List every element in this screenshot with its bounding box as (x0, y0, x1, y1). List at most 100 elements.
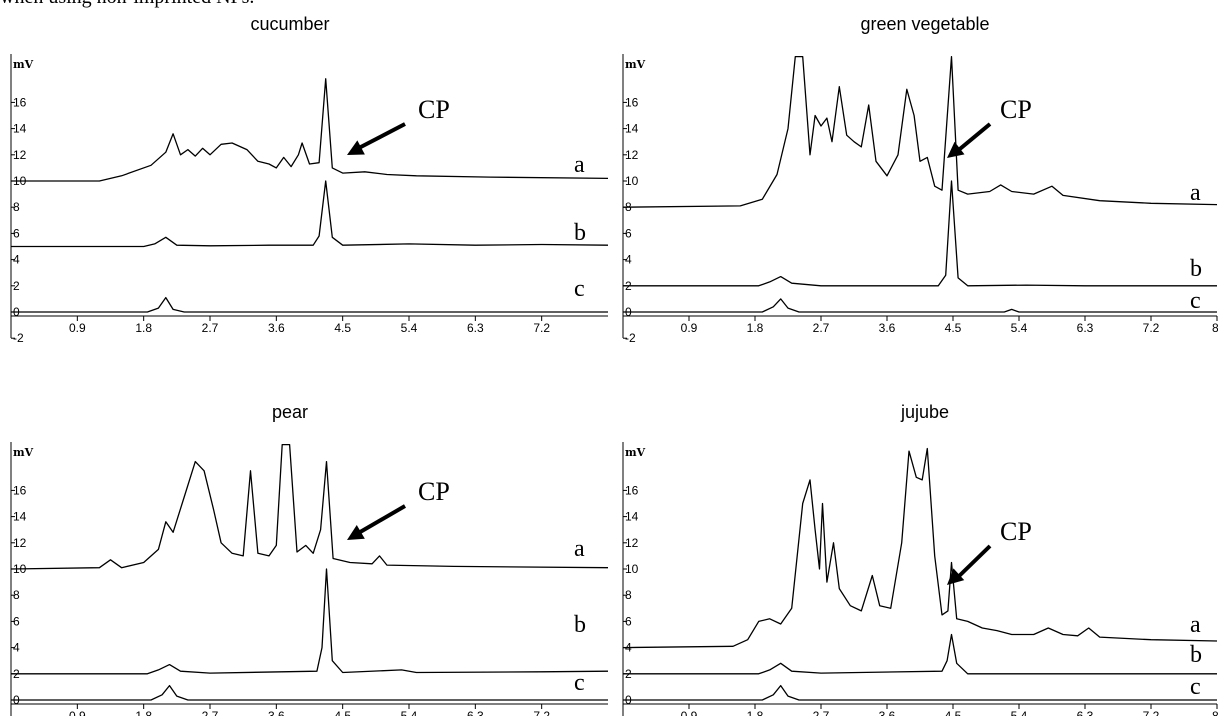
x-tick-label: 3.6 (268, 321, 285, 335)
y-tick-label: 16 (625, 95, 639, 109)
panel-jujube: jujubemV-202468101214160.91.82.73.64.55.… (622, 402, 1218, 716)
cp-arrow-head (947, 568, 965, 585)
chart-title: pear (272, 402, 308, 422)
trace-label-a: a (1190, 612, 1201, 638)
x-tick-label: 1.8 (747, 709, 764, 716)
cp-arrow-shaft (953, 544, 992, 582)
y-tick-label: 12 (13, 148, 27, 162)
trace-a (622, 55, 1218, 208)
x-tick-label: 4.5 (945, 321, 962, 335)
y-tick-label: 8 (13, 588, 20, 602)
figure-caption: when using non-imprinted NPs. (0, 0, 254, 9)
trace-c (11, 684, 608, 701)
y-tick-label: 6 (13, 614, 20, 628)
trace-label-c: c (1190, 674, 1201, 700)
cp-label: CP (1000, 517, 1032, 546)
x-tick-label: 7.2 (533, 321, 550, 335)
y-tick-label: 4 (625, 253, 632, 267)
y-tick-label: 12 (625, 148, 639, 162)
y-tick-label: 2 (13, 279, 20, 293)
x-tick-label: 6.3 (467, 321, 484, 335)
x-tick-label: 0.9 (681, 321, 698, 335)
cp-arrow-head (347, 525, 365, 540)
y-tick-label: 8 (13, 200, 20, 214)
y-tick-label: 14 (13, 122, 27, 136)
x-tick-label: 2.7 (813, 709, 830, 716)
trace-label-c: c (574, 670, 585, 696)
trace-label-b: b (574, 220, 586, 246)
trace-a (11, 78, 609, 182)
x-tick-label: 1.8 (135, 709, 152, 716)
x-tick-label: 6.3 (1077, 321, 1094, 335)
trace-label-b: b (1190, 256, 1202, 282)
y-axis-label: mV (625, 446, 646, 459)
x-tick-label: 3.6 (268, 709, 285, 716)
trace-label-c: c (1190, 288, 1201, 314)
panel-pear: pearmV-202468101214160.91.82.73.64.55.46… (10, 402, 609, 716)
cp-arrow-shaft (953, 122, 992, 155)
x-tick-label: 5.4 (401, 709, 418, 716)
y-tick-label: -2 (13, 331, 24, 345)
x-tick-label: 7.2 (533, 709, 550, 716)
y-axis-label: mV (13, 446, 34, 459)
y-axis-label: mV (625, 58, 646, 71)
y-tick-label: 4 (13, 641, 20, 655)
chart-title: jujube (900, 402, 949, 422)
x-tick-label: 2.7 (813, 321, 830, 335)
x-tick-label: 0.9 (69, 321, 86, 335)
y-tick-label: 8 (625, 588, 632, 602)
trace-b (623, 633, 1217, 675)
x-tick-label: 3.6 (879, 321, 896, 335)
x-tick-label: 3.6 (879, 709, 896, 716)
x-tick-label: 4.5 (945, 709, 962, 716)
x-tick-label: 6.3 (467, 709, 484, 716)
y-axis-label: mV (13, 58, 34, 71)
x-tick-label: 7.2 (1143, 321, 1160, 335)
x-tick-label: 8. (1212, 321, 1218, 335)
trace-label-b: b (1190, 642, 1202, 668)
y-tick-label: 12 (625, 536, 639, 550)
x-tick-label: 6.3 (1077, 709, 1094, 716)
x-tick-label: 4.5 (334, 709, 351, 716)
chart-title: cucumber (250, 14, 329, 34)
x-tick-label: 8. (1212, 709, 1218, 716)
trace-b (11, 180, 609, 248)
cp-label: CP (418, 477, 450, 506)
x-tick-label: 0.9 (681, 709, 698, 716)
x-tick-label: 0.9 (69, 709, 86, 716)
y-tick-label: 16 (13, 95, 27, 109)
trace-c (623, 684, 1217, 701)
y-tick-label: 16 (13, 483, 27, 497)
y-tick-label: 4 (13, 253, 20, 267)
y-tick-label: 6 (625, 226, 632, 240)
x-tick-label: 1.8 (747, 321, 764, 335)
x-tick-label: 1.8 (135, 321, 152, 335)
trace-a (10, 443, 609, 570)
trace-label-b: b (574, 612, 586, 638)
cp-arrow-shaft (354, 122, 406, 152)
x-tick-label: 2.7 (202, 709, 219, 716)
x-tick-label: 4.5 (334, 321, 351, 335)
x-tick-label: 7.2 (1143, 709, 1160, 716)
y-tick-label: 12 (13, 536, 27, 550)
y-tick-label: 14 (625, 510, 639, 524)
cp-arrow-head (347, 140, 365, 155)
cp-label: CP (1000, 95, 1032, 124)
y-tick-label: -2 (625, 331, 636, 345)
y-tick-label: 10 (625, 562, 639, 576)
trace-label-a: a (574, 536, 585, 562)
y-tick-label: 6 (625, 614, 632, 628)
trace-label-c: c (574, 276, 585, 302)
x-tick-label: 2.7 (202, 321, 219, 335)
x-tick-label: 5.4 (1011, 709, 1028, 716)
chart-title: green vegetable (860, 14, 989, 34)
cp-arrow-shaft (353, 504, 407, 537)
y-tick-label: 14 (625, 122, 639, 136)
trace-c (11, 296, 608, 313)
y-tick-label: 10 (625, 174, 639, 188)
cp-label: CP (418, 95, 450, 124)
trace-b (623, 180, 1217, 287)
